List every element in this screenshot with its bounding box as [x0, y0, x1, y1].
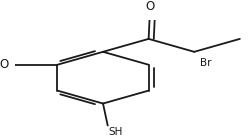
Text: SH: SH — [109, 127, 123, 137]
Text: O: O — [0, 58, 9, 71]
Text: O: O — [145, 0, 154, 13]
Text: Br: Br — [200, 58, 211, 68]
